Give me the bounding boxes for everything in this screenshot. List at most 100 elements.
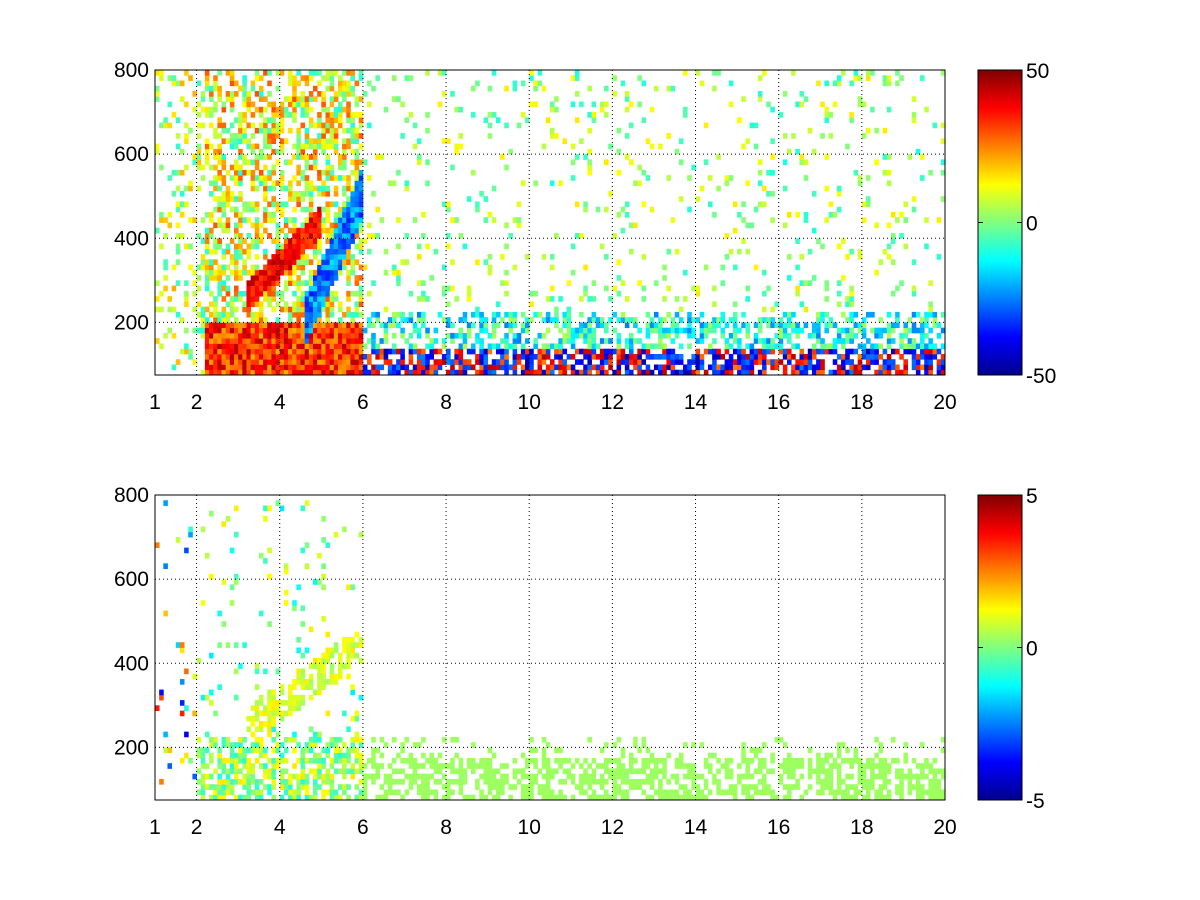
- heatmap-cell: [915, 364, 921, 371]
- heatmap-cell: [512, 364, 518, 371]
- heatmap-cell: [845, 332, 850, 339]
- heatmap-cell: [491, 752, 497, 759]
- heatmap-cell: [882, 80, 888, 87]
- heatmap-cell: [329, 122, 335, 129]
- heatmap-cell: [687, 327, 692, 334]
- heatmap-cell: [200, 91, 206, 97]
- heatmap-cell: [358, 75, 364, 81]
- heatmap-cell: [878, 784, 884, 790]
- heatmap-cell: [753, 353, 759, 360]
- heatmap-cell: [317, 773, 322, 780]
- y-tick-label: 800: [114, 484, 149, 507]
- heatmap-cell: [795, 332, 800, 339]
- heatmap-cell: [558, 296, 563, 302]
- heatmap-cell: [337, 85, 343, 92]
- heatmap-cell: [375, 206, 380, 213]
- heatmap-cell: [317, 752, 322, 759]
- heatmap-cell: [258, 112, 264, 118]
- heatmap-cell: [313, 773, 318, 780]
- heatmap-cell: [462, 369, 468, 376]
- heatmap-cell: [325, 280, 331, 286]
- heatmap-cell: [383, 359, 389, 365]
- heatmap-cell: [321, 259, 326, 265]
- heatmap-cell: [267, 290, 272, 297]
- heatmap-cell: [874, 343, 879, 350]
- heatmap-cell: [317, 338, 322, 344]
- heatmap-cell: [179, 96, 185, 102]
- heatmap-cell: [824, 112, 829, 118]
- heatmap-cell: [288, 227, 293, 234]
- heatmap-cell: [387, 348, 393, 355]
- heatmap-cell: [292, 306, 297, 313]
- heatmap-cell: [296, 668, 301, 675]
- heatmap-cell: [633, 322, 638, 329]
- heatmap-cell: [828, 133, 834, 139]
- heatmap-cell: [940, 768, 946, 775]
- heatmap-cell: [325, 306, 331, 313]
- heatmap-cell: [483, 196, 489, 202]
- heatmap-cell: [308, 296, 314, 302]
- heatmap-cell: [687, 789, 692, 796]
- heatmap-cell: [288, 700, 293, 706]
- heatmap-cell: [213, 311, 218, 318]
- heatmap-cell: [841, 364, 846, 371]
- heatmap-cell: [300, 143, 306, 150]
- heatmap-cell: [213, 75, 218, 81]
- heatmap-cell: [250, 80, 256, 87]
- heatmap-cell: [670, 359, 676, 365]
- heatmap-cell: [204, 106, 210, 113]
- heatmap-cell: [350, 133, 355, 139]
- heatmap-cell: [362, 369, 368, 376]
- heatmap-cell: [562, 369, 568, 376]
- heatmap-cell: [279, 180, 285, 187]
- heatmap-cell: [662, 296, 667, 302]
- heatmap-cell: [271, 280, 276, 286]
- heatmap-cell: [861, 217, 867, 223]
- heatmap-cell: [242, 332, 247, 339]
- heatmap-cell: [342, 217, 347, 223]
- heatmap-cell: [204, 154, 210, 160]
- heatmap-cell: [757, 747, 763, 754]
- heatmap-cell: [732, 364, 738, 371]
- heatmap-cell: [304, 306, 310, 313]
- heatmap-cell: [491, 768, 497, 775]
- heatmap-cell: [487, 364, 493, 371]
- heatmap-cell: [333, 138, 339, 145]
- heatmap-cell: [907, 768, 913, 775]
- heatmap-cell: [254, 75, 260, 81]
- heatmap-cell: [500, 254, 505, 260]
- heatmap-cell: [300, 280, 306, 286]
- heatmap-cell: [258, 222, 264, 229]
- heatmap-cell: [408, 752, 414, 759]
- heatmap-cell: [308, 694, 314, 701]
- heatmap-cell: [296, 794, 301, 801]
- heatmap-cell: [745, 248, 750, 255]
- heatmap-cell: [724, 322, 730, 329]
- heatmap-cell: [213, 275, 218, 281]
- heatmap-cell: [562, 332, 568, 339]
- heatmap-cell: [529, 70, 534, 76]
- heatmap-cell: [579, 784, 584, 790]
- heatmap-cell: [254, 238, 260, 244]
- heatmap-cell: [579, 138, 584, 145]
- heatmap-cell: [196, 311, 202, 318]
- colorbar-tick-label: 5: [1026, 485, 1038, 508]
- heatmap-cell: [333, 190, 339, 197]
- heatmap-cell: [920, 317, 925, 323]
- heatmap-cell: [346, 201, 351, 208]
- heatmap-cell: [354, 731, 360, 738]
- heatmap-cell: [612, 91, 617, 97]
- heatmap-cell: [811, 332, 817, 339]
- heatmap-cell: [329, 296, 335, 302]
- heatmap-cell: [250, 773, 256, 780]
- heatmap-cell: [857, 101, 863, 108]
- heatmap-cell: [770, 217, 775, 223]
- heatmap-cell: [317, 70, 322, 76]
- heatmap-cell: [849, 248, 854, 255]
- heatmap-cell: [687, 794, 692, 801]
- heatmap-cell: [890, 290, 896, 297]
- heatmap-cell: [583, 757, 588, 764]
- heatmap-cell: [450, 322, 455, 329]
- heatmap-cell: [778, 332, 784, 339]
- heatmap-cell: [550, 773, 555, 780]
